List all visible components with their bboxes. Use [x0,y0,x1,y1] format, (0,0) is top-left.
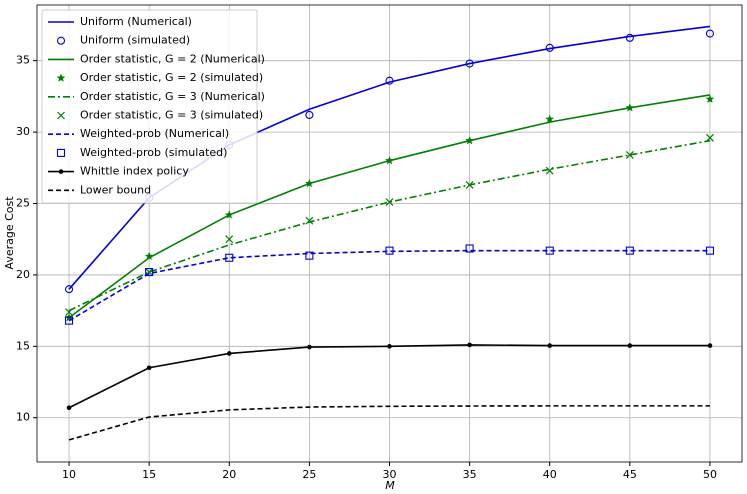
marker [304,178,314,188]
x-tick-label: 50 [703,468,717,481]
legend-label: Order statistic, G = 2 (simulated) [80,71,263,84]
legend-marker [56,36,66,45]
legend-label: Order statistic, G = 3 (simulated) [80,109,263,122]
legend-marker [56,73,66,82]
marker [225,253,234,262]
y-tick-label: 30 [16,125,30,138]
legend-marker [57,111,65,120]
marker [625,103,635,112]
marker [64,316,74,325]
series-line [68,405,710,441]
marker [385,246,394,255]
plot-frame [36,4,743,463]
marker [547,343,553,348]
legend-label: Order statistic, G = 3 (Numerical) [80,90,265,103]
legend-label: Whittle index policy [80,165,189,178]
legend-label: Weighted-prob (Numerical) [80,127,229,140]
marker [625,246,634,255]
marker [385,198,394,207]
x-tick-label: 20 [222,468,236,481]
y-tick-label: 15 [16,339,30,352]
marker [705,29,715,38]
marker [465,135,475,145]
legend-label: Order statistic, G = 2 (Numerical) [80,52,265,65]
marker [545,246,554,255]
marker [385,155,394,165]
marker [467,342,472,348]
marker [305,251,314,260]
x-tick-label: 45 [623,468,637,481]
legend: Uniform (Numerical) Uniform (simulated) Or… [41,9,265,204]
marker [625,33,634,42]
legend-label: Uniform (Numerical) [80,15,192,28]
y-tick-label: 20 [16,268,30,281]
legend-marker [56,148,66,157]
marker [225,235,234,244]
x-tick-label: 40 [543,468,557,481]
marker [385,76,394,85]
legend-label: Uniform (simulated) [80,34,190,47]
marker [465,59,474,68]
marker [627,343,633,348]
marker [625,151,634,159]
x-tick-label: 10 [62,468,76,481]
marker [545,114,555,124]
marker [707,343,713,348]
x-tick-label: 25 [302,468,316,481]
series-line [68,249,710,322]
marker [307,344,312,350]
marker [545,166,554,175]
x-tick-label: 15 [142,468,156,481]
y-tick-label: 25 [16,197,30,210]
marker [226,351,232,356]
legend-label: Weighted-prob (simulated) [80,146,227,159]
marker [465,181,474,189]
legend-box [41,9,258,204]
y-tick-label: 35 [16,54,30,67]
marker [465,244,474,253]
x-tick-label: 30 [383,468,397,481]
marker [305,110,314,120]
marker [144,251,154,261]
marker [705,246,715,255]
marker [706,133,714,142]
x-axis-label: M [385,479,395,492]
marker [705,94,715,104]
marker [387,344,392,349]
marker [224,210,234,219]
marker [545,43,554,52]
legend-label: Lower bound [80,183,151,196]
marker [64,285,74,294]
y-axis-label: Average Cost [3,196,16,270]
legend-marker [58,169,64,174]
x-tick-label: 35 [463,468,477,481]
marker [145,268,154,277]
marker [65,308,73,316]
y-tick-label: 10 [16,411,30,424]
marker [305,216,314,225]
marker [66,405,72,411]
marker [146,365,152,371]
series-line [68,139,711,312]
